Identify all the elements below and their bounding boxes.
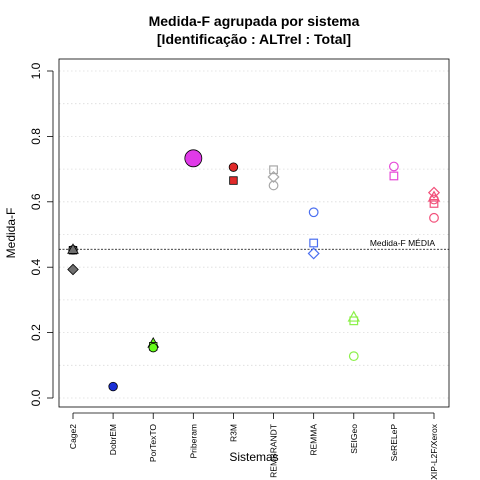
data-point-square [429, 199, 439, 208]
y-axis: 0.0 0.2 0.4 0.6 0.8 1.0 [29, 62, 54, 406]
x-tick-label: REMBRANDT [269, 424, 279, 478]
y-tick-label: 0.2 [29, 324, 43, 341]
y-tick-label: 1.0 [29, 62, 43, 79]
data-point-triangle [347, 310, 360, 322]
data-points [67, 149, 441, 392]
reference-line-group: Medida-F MÉDIA [59, 238, 449, 250]
data-point-square [229, 176, 238, 185]
y-tick-label: 0.6 [29, 193, 43, 210]
chart-title-line2: [Identificação : ALTrel : Total] [157, 31, 351, 47]
x-axis: Cage2 DobrEM PorTexTO Priberam R3M REMBRANDT R… [68, 412, 439, 480]
grid [59, 70, 449, 399]
x-tick-label: PorTexTO [148, 424, 158, 462]
data-point-circle [148, 342, 158, 353]
chart-title-line1: Medida-F agrupada por sistema [149, 13, 360, 29]
data-point-circle [108, 381, 118, 392]
data-point-triangle [67, 243, 79, 254]
y-tick-label: 0.4 [29, 259, 43, 276]
data-point-circle [268, 180, 279, 191]
x-tick-label: SeRELeP [389, 424, 399, 462]
y-tick-label: 0.0 [29, 389, 43, 406]
data-point-circle [348, 351, 359, 362]
x-tick-label: SEIGeo [349, 424, 359, 454]
data-point-circle [228, 162, 239, 172]
data-point-square [309, 238, 319, 248]
data-point-circle [308, 207, 319, 218]
data-point-diamond [267, 170, 280, 183]
data-point-circle [429, 212, 439, 223]
data-point-circle-large [184, 149, 203, 168]
y-tick-label: 0.8 [29, 128, 43, 145]
x-tick-label: Priberam [188, 424, 198, 458]
data-point-diamond [67, 263, 79, 276]
x-tick-label: R3M [228, 424, 238, 442]
data-point-square [389, 171, 399, 181]
x-tick-label: DobrEM [108, 424, 118, 455]
x-tick-label: Cage2 [68, 424, 78, 449]
plot-frame [58, 58, 450, 408]
data-point-circle [388, 161, 399, 172]
data-point-diamond [427, 186, 441, 199]
data-point-diamond [307, 247, 320, 260]
data-point-square [269, 165, 278, 175]
x-axis-title: Sistemas [229, 450, 278, 464]
y-axis-title: Medida-F [4, 208, 18, 259]
x-tick-label: REMMA [309, 424, 319, 456]
data-point-square [349, 316, 359, 326]
x-tick-label: XIP-L2F/Xerox [429, 423, 439, 479]
reference-line-label: Medida-F MÉDIA [370, 238, 436, 248]
